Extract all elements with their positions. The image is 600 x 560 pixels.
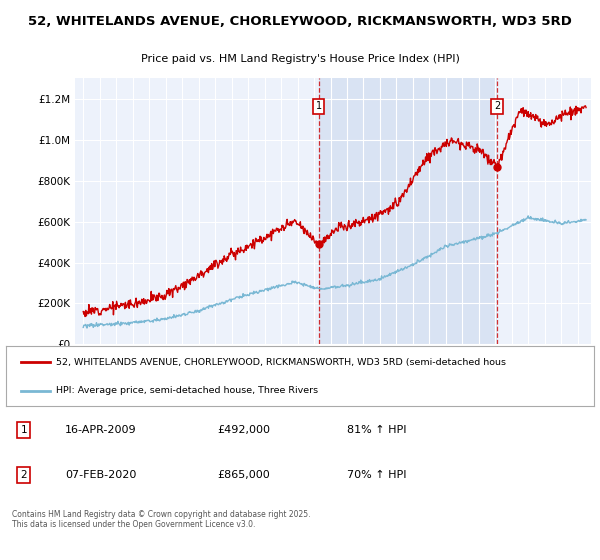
Bar (319, 78, 497, 344)
Text: HPI: Average price, semi-detached house, Three Rivers: HPI: Average price, semi-detached house,… (56, 386, 318, 395)
Text: 70% ↑ HPI: 70% ↑ HPI (347, 470, 407, 480)
Text: £865,000: £865,000 (218, 470, 271, 480)
Text: 52, WHITELANDS AVENUE, CHORLEYWOOD, RICKMANSWORTH, WD3 5RD: 52, WHITELANDS AVENUE, CHORLEYWOOD, RICK… (28, 15, 572, 27)
Text: 81% ↑ HPI: 81% ↑ HPI (347, 425, 407, 435)
Text: Price paid vs. HM Land Registry's House Price Index (HPI): Price paid vs. HM Land Registry's House … (140, 54, 460, 64)
Text: 16-APR-2009: 16-APR-2009 (65, 425, 136, 435)
Text: £492,000: £492,000 (218, 425, 271, 435)
Text: 07-FEB-2020: 07-FEB-2020 (65, 470, 136, 480)
Text: 1: 1 (316, 101, 322, 111)
Text: 52, WHITELANDS AVENUE, CHORLEYWOOD, RICKMANSWORTH, WD3 5RD (semi-detached hous: 52, WHITELANDS AVENUE, CHORLEYWOOD, RICK… (56, 358, 506, 367)
Text: Contains HM Land Registry data © Crown copyright and database right 2025.
This d: Contains HM Land Registry data © Crown c… (12, 510, 310, 529)
Text: 2: 2 (20, 470, 27, 480)
Text: 2: 2 (494, 101, 500, 111)
Text: 1: 1 (20, 425, 27, 435)
